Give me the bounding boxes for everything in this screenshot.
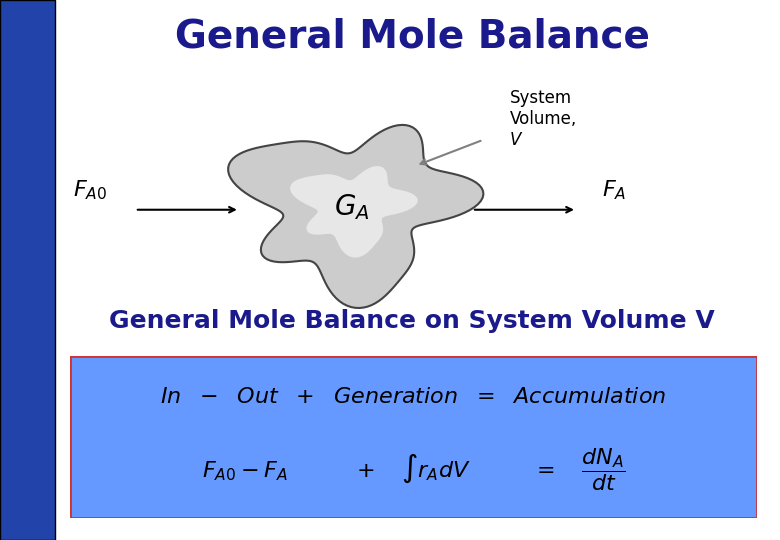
Bar — [27, 45, 38, 56]
Text: NTNU: NTNU — [18, 231, 35, 287]
Polygon shape — [290, 166, 418, 258]
FancyBboxPatch shape — [70, 356, 757, 518]
Text: 29 - 11/23/2020: 29 - 11/23/2020 — [675, 504, 742, 512]
Bar — [27, 30, 38, 41]
Text: Department of Chemical Engineering: Department of Chemical Engineering — [14, 356, 23, 525]
Bar — [12, 45, 23, 56]
Text: $F_{A0}$: $F_{A0}$ — [73, 178, 107, 202]
Text: 29: 29 — [729, 487, 742, 497]
Bar — [12, 30, 23, 41]
Bar — [8, 26, 42, 60]
Polygon shape — [229, 125, 484, 308]
Text: $\mathit{In}\ \ -\ \ \mathit{Out}\ \ +\ \ \mathit{Generation}\ \ =\ \ \mathit{Ac: $\mathit{In}\ \ -\ \ \mathit{Out}\ \ +\ … — [160, 387, 667, 407]
Text: $F_A$: $F_A$ — [602, 178, 626, 202]
Text: General Mole Balance: General Mole Balance — [175, 17, 650, 55]
Text: $G_A$: $G_A$ — [335, 192, 370, 222]
Text: System
Volume,
$V$: System Volume, $V$ — [509, 89, 576, 149]
Text: $F_{A0} - F_A \quad\quad\quad +\quad \int r_A dV \quad\quad\quad = \quad \dfrac{: $F_{A0} - F_A \quad\quad\quad +\quad \in… — [202, 447, 625, 493]
Text: General Mole Balance on System Volume V: General Mole Balance on System Volume V — [109, 309, 715, 333]
